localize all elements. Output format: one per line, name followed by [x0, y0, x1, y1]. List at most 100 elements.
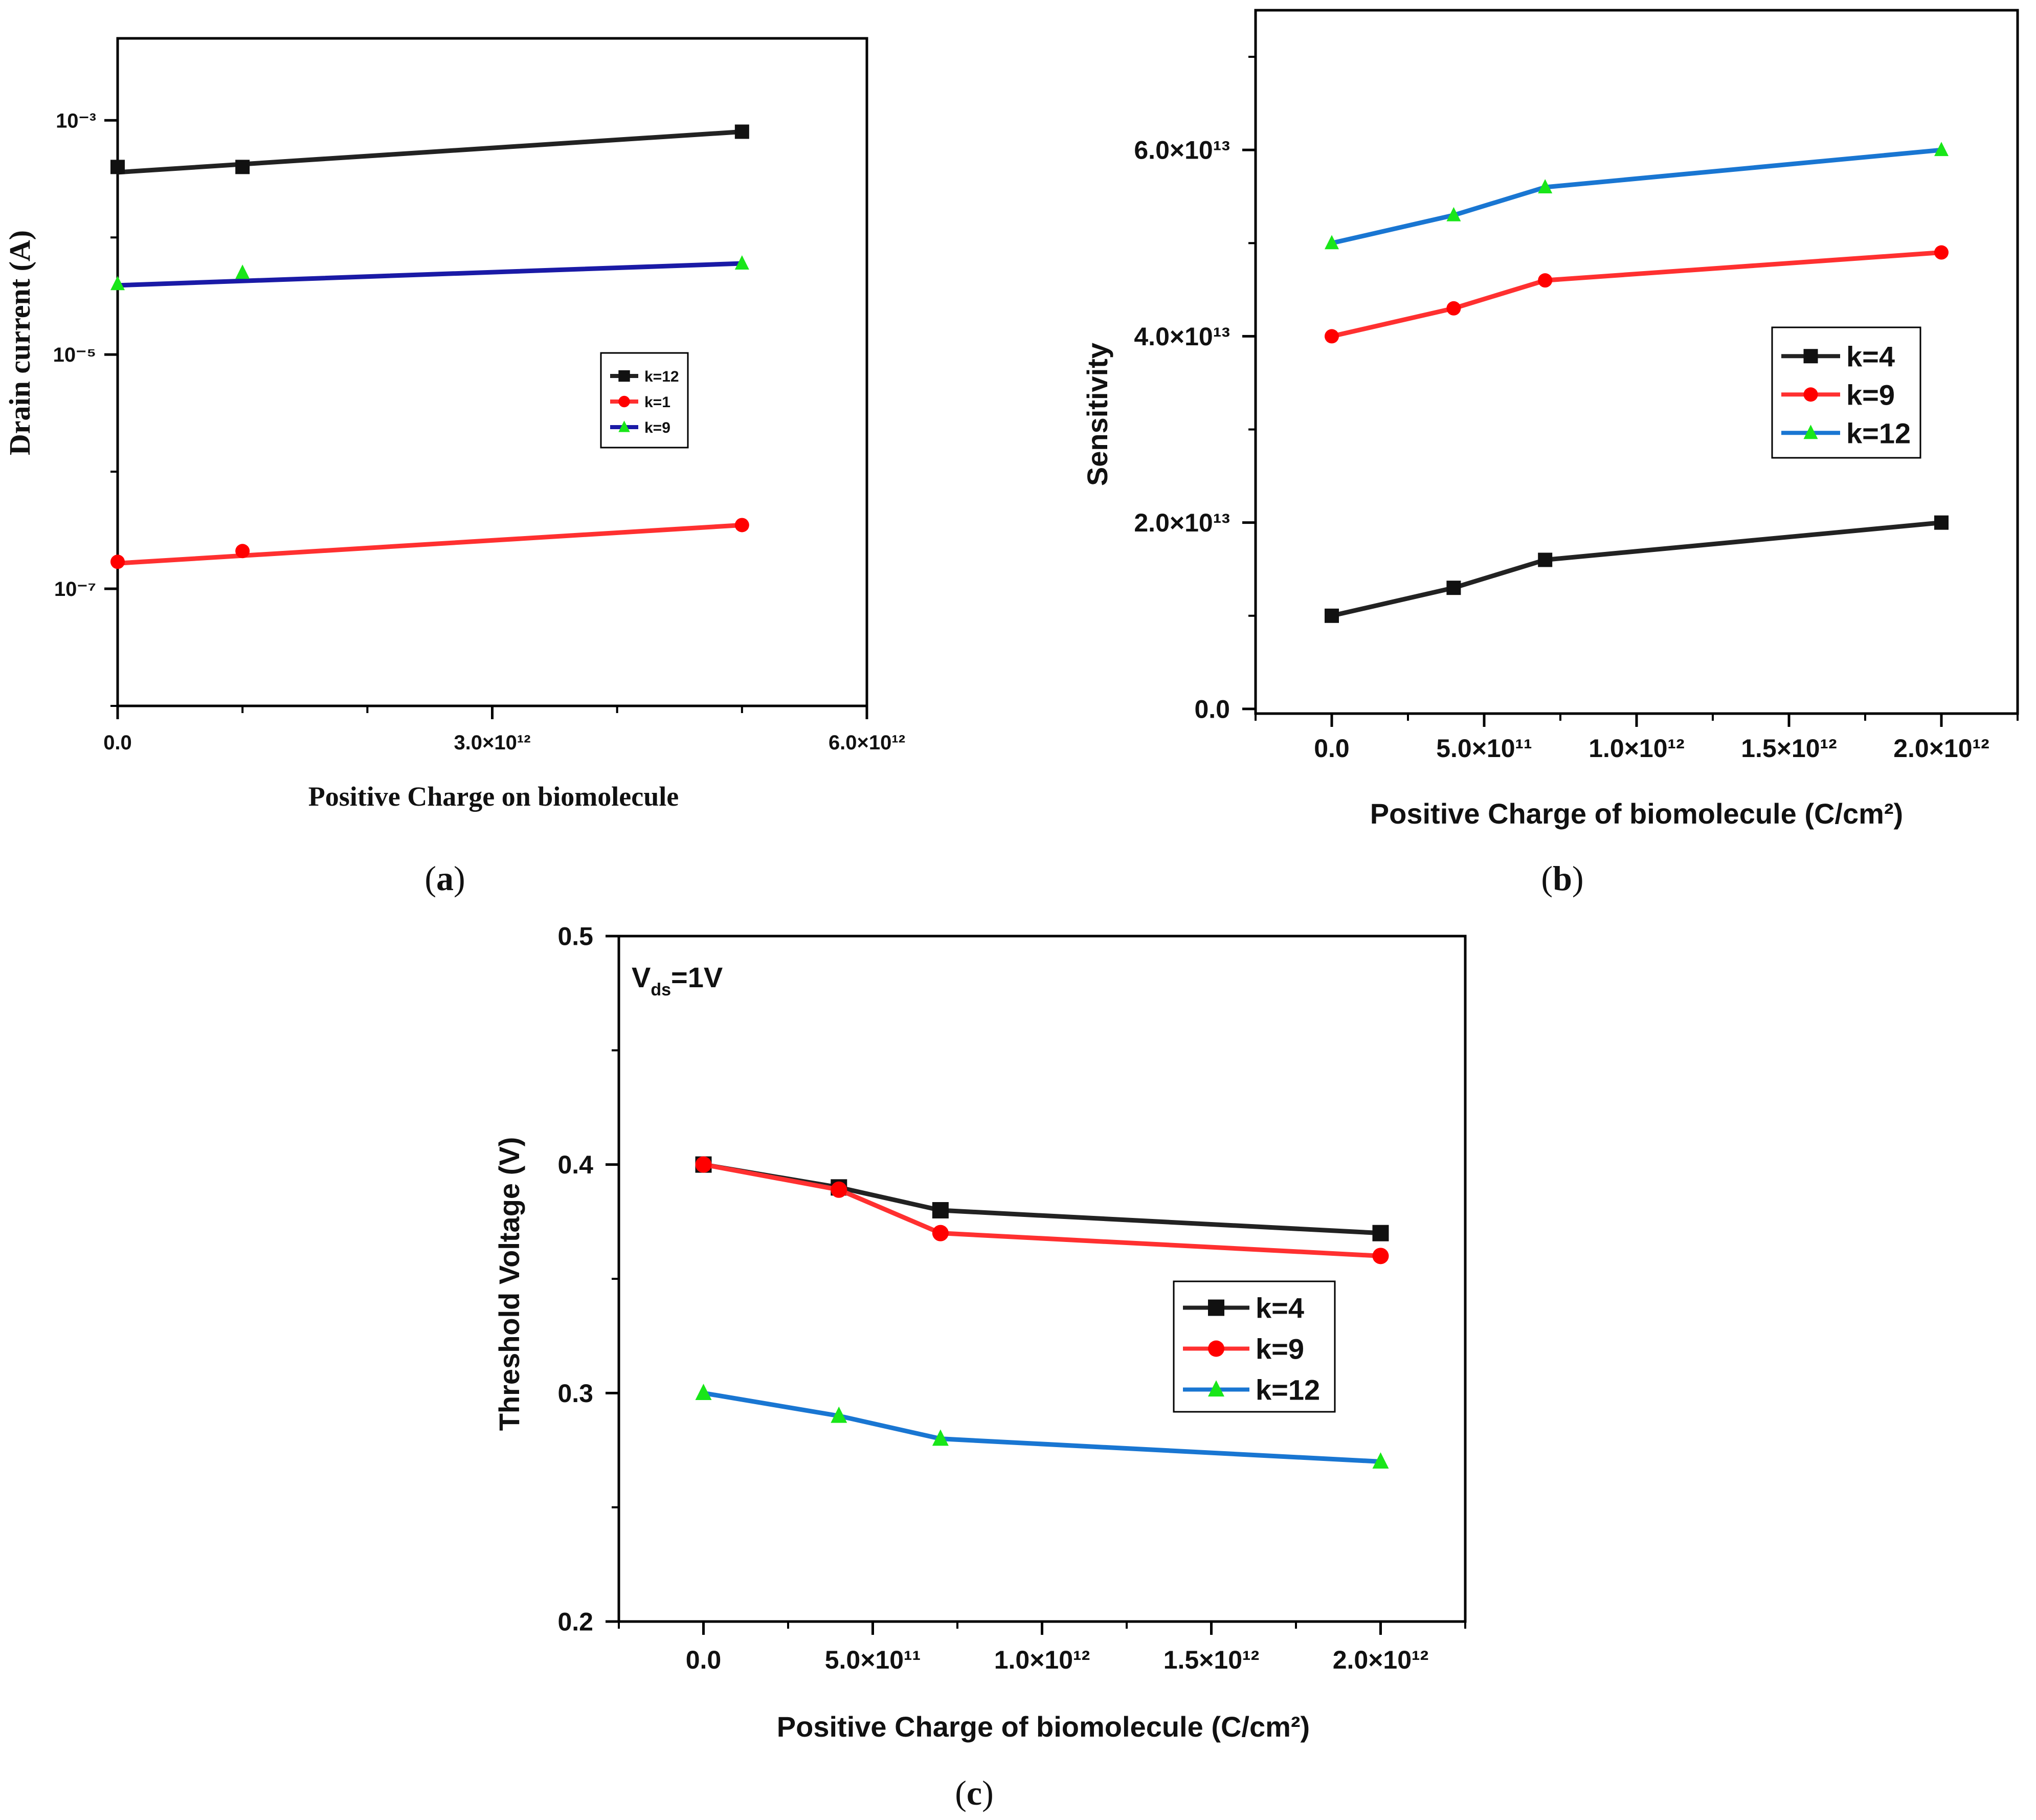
x-tick-label: 2.0×10¹²	[1333, 1646, 1429, 1674]
x-tick-label: 1.5×10¹²	[1164, 1646, 1260, 1674]
series-line	[115, 129, 745, 175]
x-tick-label: 6.0×10¹²	[829, 731, 905, 754]
data-point	[110, 276, 125, 291]
series-line	[115, 522, 745, 566]
legend-marker	[618, 420, 630, 432]
y-tick-label: 0.4	[557, 1150, 593, 1179]
data-point	[1325, 329, 1339, 344]
data-point	[110, 554, 125, 569]
data-point	[1538, 273, 1553, 288]
legend: k=4 k=9 k=12	[1173, 1280, 1336, 1413]
data-point	[831, 1181, 847, 1198]
x-axis-label: Positive Charge of biomolecule (C/cm²)	[777, 1711, 1310, 1743]
data-point	[734, 124, 749, 139]
caption-open-paren: (	[424, 859, 436, 898]
series-k=1	[110, 518, 749, 569]
y-tick-label: 2.0×10¹³	[1134, 508, 1230, 537]
series-line	[1331, 520, 1942, 618]
series-k=4	[1325, 515, 1949, 623]
legend-label: k=4	[1256, 1292, 1304, 1324]
y-axis-label: Sensitivity	[1081, 343, 1113, 486]
legend-marker	[1803, 387, 1818, 402]
x-axis-label: Positive Charge on biomolecule	[308, 781, 679, 812]
data-point	[1325, 608, 1339, 623]
caption-close-paren: )	[454, 859, 465, 898]
y-tick-label: 10⁻⁷	[54, 578, 96, 601]
x-tick-label: 0.0	[1314, 734, 1350, 763]
legend-marker	[1208, 1340, 1224, 1357]
y-tick-label: 4.0×10¹³	[1134, 322, 1230, 351]
chart-a: 0.0 3.0×10¹² 6.0×10¹² 10⁻³ 10⁻⁵ 10⁻⁷ Positive …	[3, 37, 905, 898]
data-point	[734, 255, 749, 270]
x-tick-label: 5.0×10¹¹	[825, 1646, 921, 1674]
y-axis-label: Threshold Voltage (V)	[493, 1137, 525, 1431]
caption-open-paren: (	[955, 1773, 967, 1812]
x-tick-label: 2.0×10¹²	[1893, 734, 1989, 763]
caption-letter: a	[436, 859, 454, 898]
data-point	[1446, 581, 1461, 595]
series-k=4	[695, 1156, 1389, 1241]
data-point	[1538, 552, 1553, 567]
plot-frame	[116, 37, 868, 707]
series-k=12	[110, 124, 749, 175]
chart-b: 0.0 5.0×10¹¹ 1.0×10¹² 1.5×10¹² 2.0×10¹² 0.0 2.…	[1081, 9, 2019, 898]
vds-sub: ds	[651, 980, 671, 1000]
caption-close-paren: )	[982, 1773, 994, 1812]
data-point	[235, 544, 250, 559]
vds-rest: =1V	[671, 961, 723, 993]
data-point	[1372, 1452, 1389, 1469]
legend-marker	[1803, 425, 1818, 439]
data-point	[1934, 245, 1949, 260]
legend-label: k=12	[1256, 1374, 1320, 1406]
y-tick-label: 0.5	[557, 922, 593, 951]
x-tick-label: 0.0	[103, 731, 132, 754]
x-tick-label: 0.0	[686, 1646, 722, 1674]
series-line	[703, 1162, 1381, 1258]
series-k=9	[1325, 245, 1949, 344]
series-k=12	[1325, 142, 1949, 250]
legend: k=12 k=1 k=9	[600, 352, 689, 449]
panel-caption: (b)	[1541, 859, 1583, 898]
legend-label: k=1	[644, 394, 670, 411]
legend-marker	[1208, 1299, 1224, 1316]
vds-main: V	[632, 961, 651, 993]
y-tick-label: 10⁻⁵	[53, 344, 96, 366]
series-line	[1331, 147, 1942, 246]
y-tick-label: 0.3	[557, 1379, 593, 1408]
caption-open-paren: (	[1541, 859, 1553, 898]
data-point	[1372, 1248, 1389, 1264]
x-tick-label: 5.0×10¹¹	[1436, 734, 1532, 763]
legend: k=4 k=9 k=12	[1771, 326, 1921, 459]
panel-caption: (a)	[424, 859, 465, 898]
data-point	[1446, 207, 1461, 221]
y-tick-label: 10⁻³	[56, 109, 96, 132]
x-axis-label: Positive Charge of biomolecule (C/cm²)	[1370, 797, 1903, 830]
y-tick-label: 0.2	[557, 1608, 593, 1636]
legend-marker	[618, 395, 630, 408]
legend-label: k=9	[1846, 379, 1895, 411]
vds-annotation: Vds=1V	[632, 961, 723, 1000]
data-point	[1372, 1225, 1389, 1241]
data-point	[932, 1225, 949, 1241]
data-point	[1934, 142, 1949, 157]
data-point	[695, 1384, 712, 1401]
series-line	[703, 1390, 1381, 1464]
data-point	[734, 518, 749, 532]
panel-caption: (c)	[955, 1773, 994, 1812]
legend-label: k=9	[1256, 1333, 1304, 1365]
chart-c: 0.0 5.0×10¹¹ 1.0×10¹² 1.5×10¹² 2.0×10¹² 0.2 0.…	[493, 922, 1467, 1812]
series-line	[703, 1162, 1381, 1236]
legend-label: k=4	[1846, 340, 1895, 372]
x-tick-label: 1.5×10¹²	[1741, 734, 1837, 763]
data-point	[1538, 179, 1553, 193]
legend-marker	[618, 370, 630, 382]
data-point	[932, 1202, 949, 1218]
data-point	[235, 160, 250, 174]
x-tick-label: 1.0×10¹²	[1588, 734, 1685, 763]
y-axis-label: Drain current (A)	[3, 230, 36, 455]
data-point	[831, 1406, 847, 1423]
series-line	[1331, 250, 1942, 339]
data-point	[695, 1156, 712, 1173]
series-k=9	[695, 1156, 1389, 1264]
caption-close-paren: )	[1572, 859, 1584, 898]
